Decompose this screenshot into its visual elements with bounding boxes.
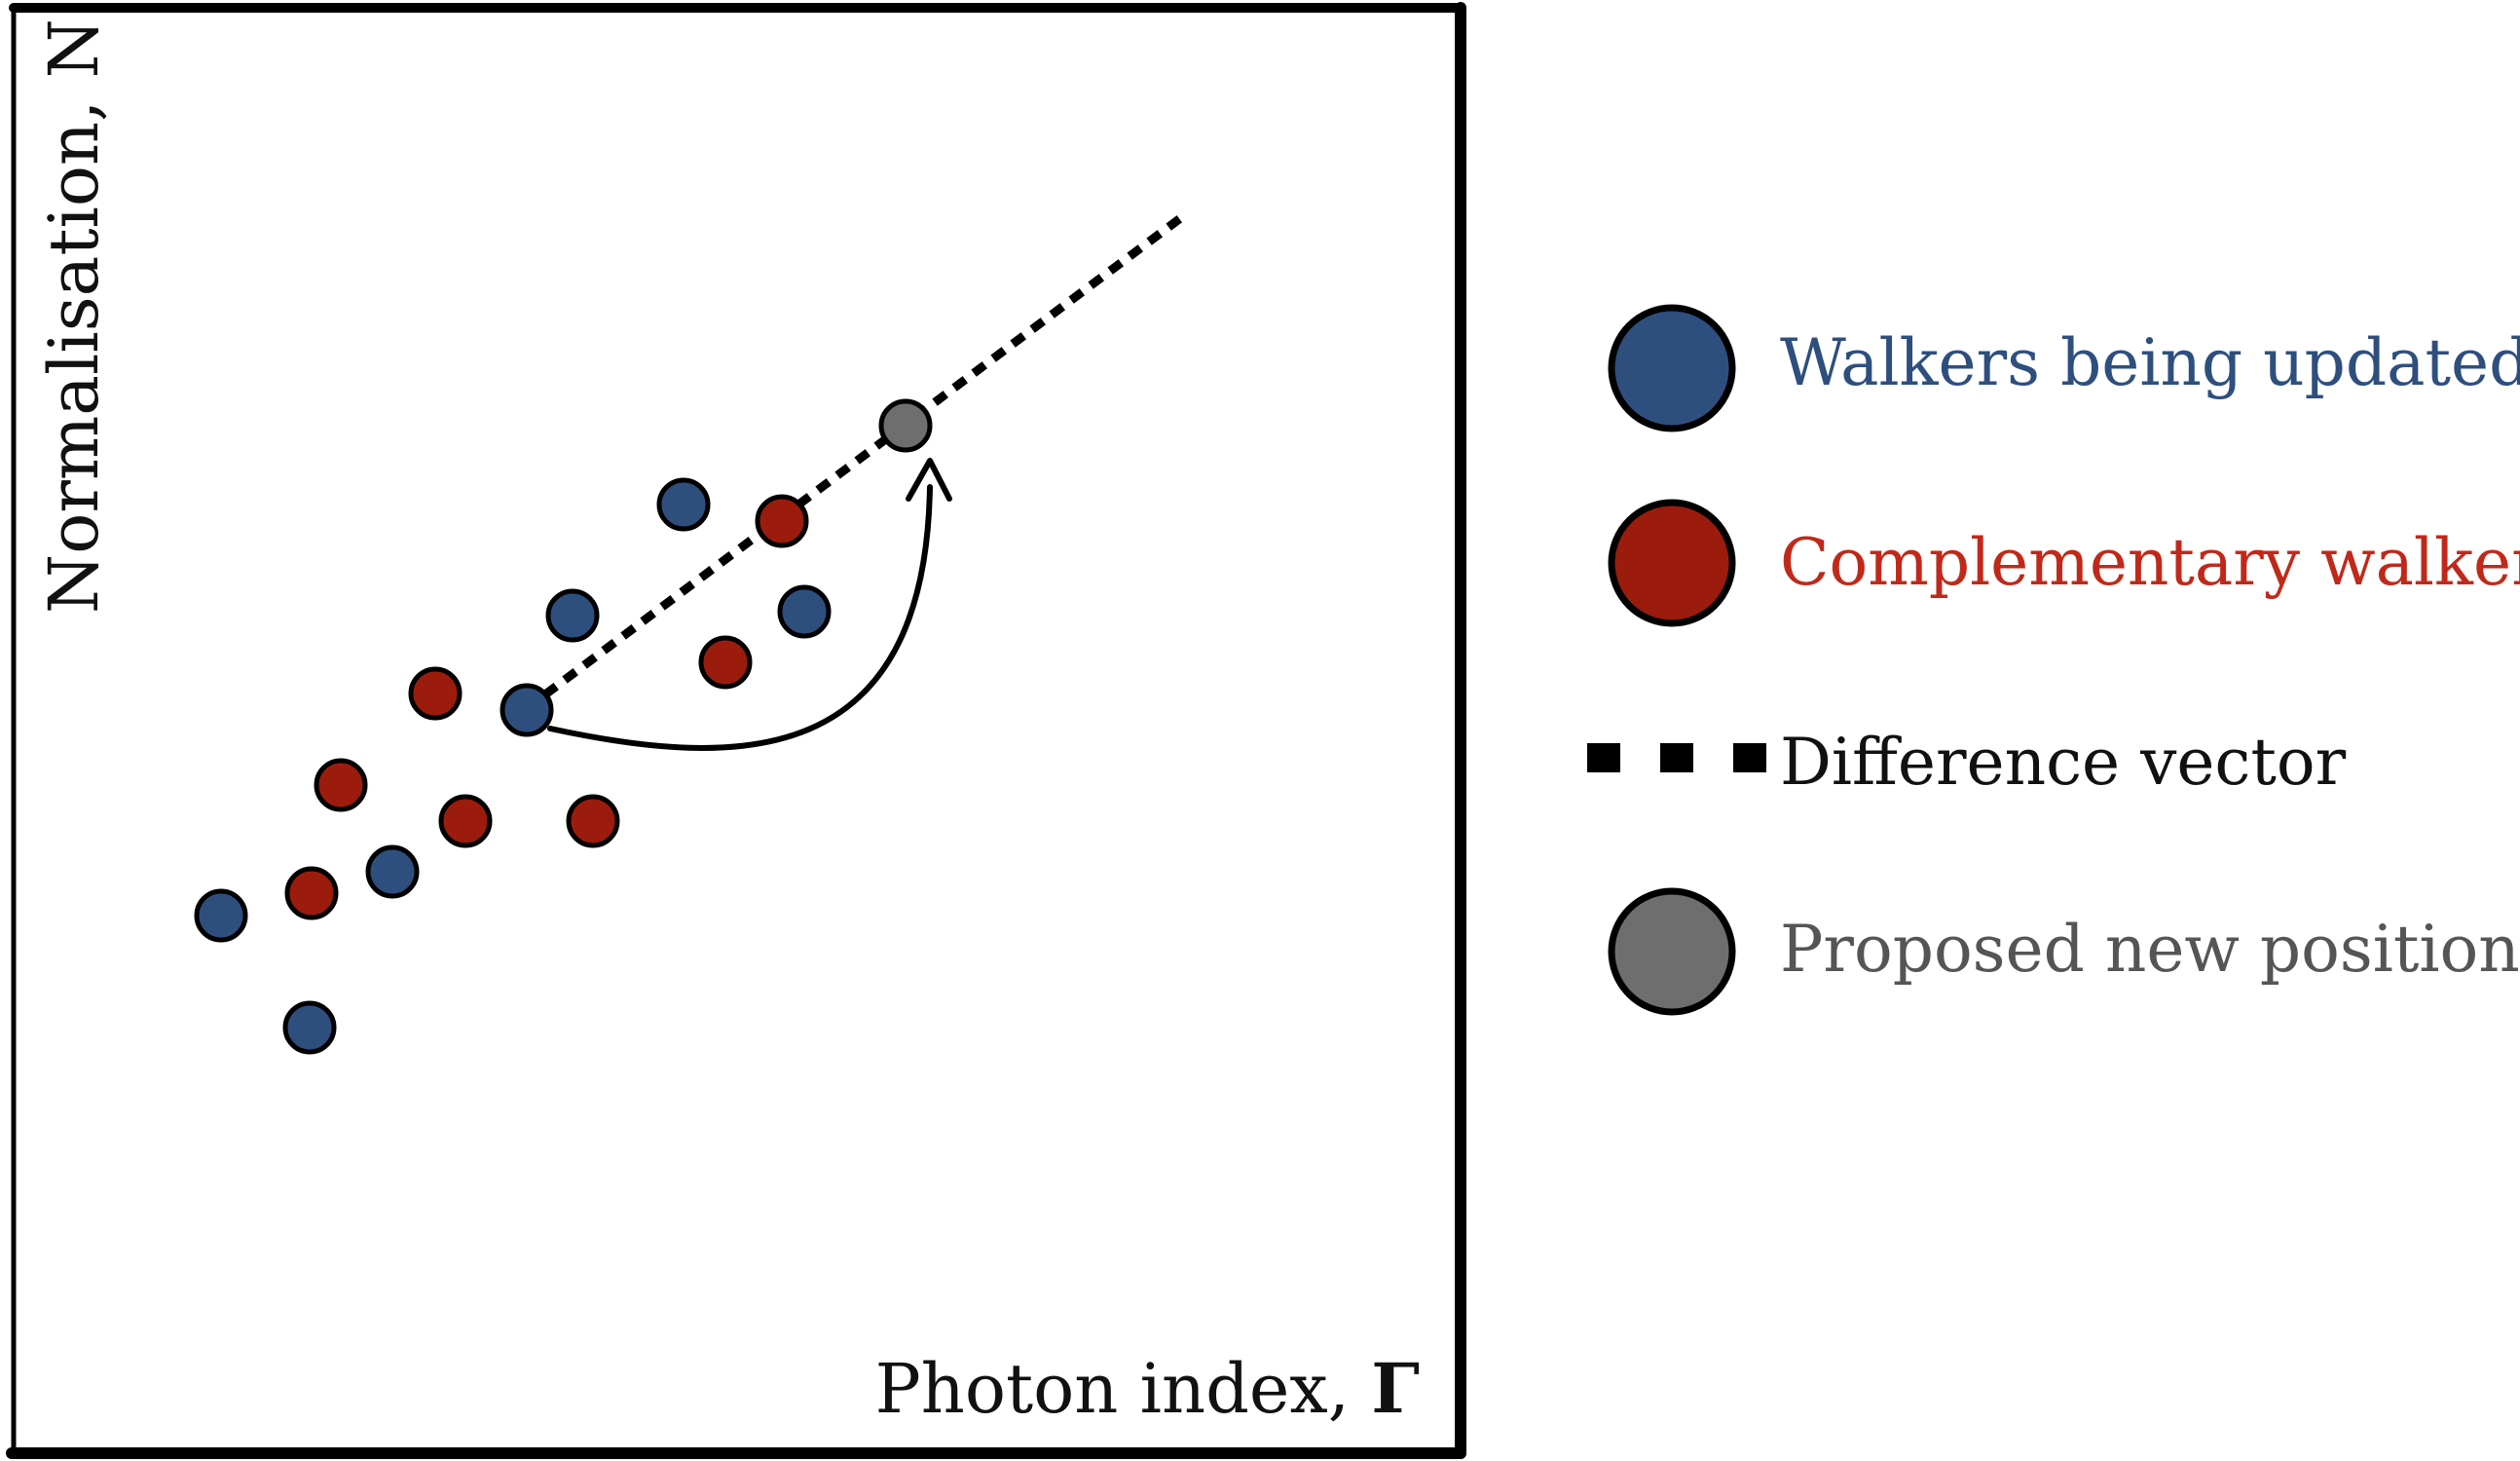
x-axis-label: Photon index, Γ — [875, 1348, 1420, 1429]
y-axis-label: Normalisation, N — [34, 19, 114, 614]
walker-red — [284, 866, 339, 920]
legend-label-difference-vector: Difference vector — [1780, 725, 2347, 800]
legend-dash — [1587, 743, 1620, 772]
walker-blue — [545, 588, 600, 643]
legend-label-complementary: Complementary walkers — [1780, 525, 2520, 600]
legend: Walkers being updated Complementary walk… — [1587, 304, 2520, 1016]
walkers-group — [194, 398, 933, 1055]
walker-blue — [365, 844, 420, 899]
walker-red — [755, 494, 809, 548]
walker-red — [566, 794, 620, 848]
legend-item-proposed-position: Proposed new position — [1608, 887, 2520, 1016]
gamma-symbol: Γ — [1371, 1348, 1420, 1429]
walker-red — [438, 794, 493, 848]
walker-red — [314, 758, 368, 812]
proposed-position — [878, 398, 933, 453]
legend-label-walkers-updated: Walkers being updated — [1780, 325, 2520, 400]
walker-red — [698, 635, 753, 690]
legend-item-complementary: Complementary walkers — [1608, 499, 2520, 627]
x-axis-label-text: Photon index, — [875, 1349, 1372, 1429]
legend-marker-gray — [1608, 887, 1736, 1016]
plot-frame — [6, 2, 1466, 1459]
walker-blue — [282, 1000, 337, 1055]
walker-blue — [777, 584, 832, 639]
difference-vector — [523, 212, 1186, 713]
walker-blue — [194, 888, 248, 943]
legend-marker-red — [1608, 499, 1736, 627]
legend-marker-blue — [1608, 304, 1736, 432]
legend-item-difference-vector: Difference vector — [1587, 725, 2347, 800]
walker-blue — [656, 477, 711, 532]
legend-label-proposed-position: Proposed new position — [1780, 912, 2520, 987]
walker-red — [408, 666, 463, 721]
legend-item-walkers-updated: Walkers being updated — [1608, 304, 2520, 432]
walker-blue-active — [500, 683, 554, 737]
legend-dash — [1660, 743, 1693, 772]
legend-dash — [1733, 743, 1766, 772]
stretch-move-arrow — [547, 458, 952, 751]
